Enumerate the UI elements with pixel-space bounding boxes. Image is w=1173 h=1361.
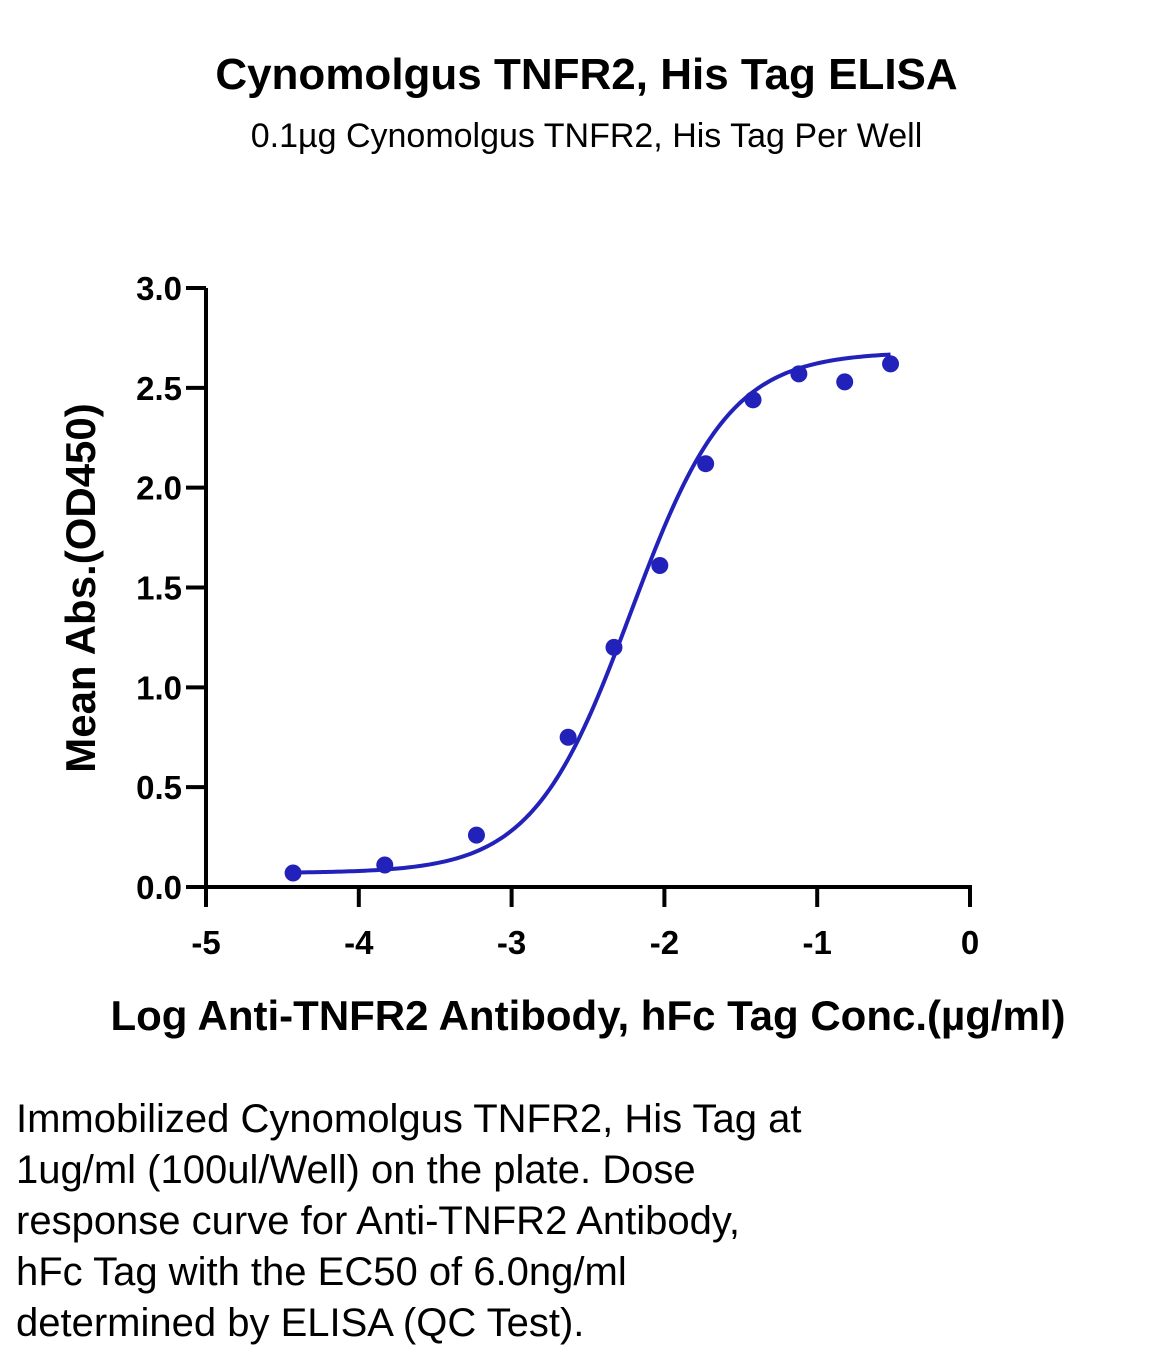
data-point [836, 373, 854, 391]
chart-subtitle: 0.1µg Cynomolgus TNFR2, His Tag Per Well [250, 117, 923, 155]
caption-line: determined by ELISA (QC Test). [16, 1301, 585, 1345]
chart-title: Cynomolgus TNFR2, His Tag ELISA [215, 50, 958, 99]
y-tick-label: 1.5 [136, 570, 182, 607]
data-point [467, 826, 485, 844]
y-tick-label: 1.0 [136, 669, 182, 706]
y-tick-label: 2.5 [136, 370, 182, 407]
x-tick-label: -3 [497, 924, 526, 961]
y-axis-title: Mean Abs.(OD450) [57, 403, 104, 773]
data-point [651, 557, 669, 575]
data-point [376, 856, 394, 874]
caption: Immobilized Cynomolgus TNFR2, His Tag at… [16, 1094, 1156, 1349]
y-tick-label: 3.0 [136, 270, 182, 307]
caption-line: Immobilized Cynomolgus TNFR2, His Tag at [16, 1097, 802, 1141]
caption-line: hFc Tag with the EC50 of 6.0ng/ml [16, 1250, 627, 1294]
x-tick-label: 0 [961, 924, 979, 961]
caption-line: 1ug/ml (100ul/Well) on the plate. Dose [16, 1148, 696, 1192]
tick-labels-layer: 0.0 0.5 1.0 1.5 2.0 2.5 3.0 -5 -4 -3 -2 -1 0 [136, 270, 979, 961]
x-tick-label: -5 [191, 924, 220, 961]
x-tick-label: -2 [650, 924, 679, 961]
fit-curve [293, 352, 891, 875]
data-point [882, 355, 900, 373]
x-tick-label: -1 [803, 924, 832, 961]
data-point [697, 455, 715, 473]
fit-curve-layer [293, 352, 891, 875]
y-tick-label: 0.5 [136, 769, 182, 806]
y-tick-label: 0.0 [136, 869, 182, 906]
data-point [605, 638, 623, 656]
caption-line: response curve for Anti-TNFR2 Antibody, [16, 1199, 741, 1243]
data-point [284, 864, 302, 882]
x-axis-title: Log Anti-TNFR2 Antibody, hFc Tag Conc.(µ… [110, 992, 1065, 1039]
data-point [744, 391, 762, 409]
data-points-layer [284, 355, 900, 882]
data-point [790, 365, 808, 383]
y-tick-label: 2.0 [136, 470, 182, 507]
x-tick-label: -4 [344, 924, 374, 961]
axes [186, 286, 972, 907]
data-point [559, 728, 577, 746]
